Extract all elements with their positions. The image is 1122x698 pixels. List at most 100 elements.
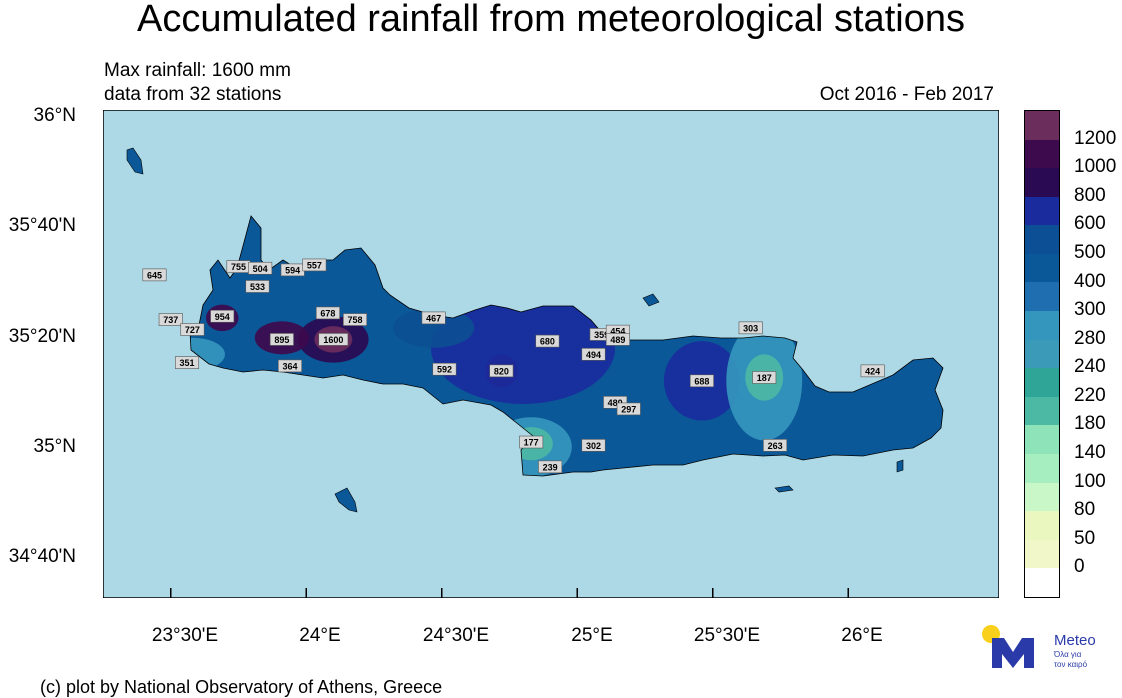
station-label: 820 (489, 364, 514, 378)
colorbar-segment (1025, 539, 1059, 569)
station-label-box (605, 333, 630, 346)
station-value: 557 (307, 260, 322, 270)
station-label-box (315, 306, 340, 320)
station-label-box (302, 258, 327, 272)
station-value: 504 (253, 264, 268, 274)
station-value: 302 (586, 441, 601, 451)
lon-label-24-30e: 24°30'E (422, 625, 490, 646)
station-label-box (519, 435, 544, 449)
colorbar-segment (1025, 482, 1059, 512)
colorbar (1024, 110, 1060, 598)
station-label-box (343, 313, 368, 326)
station-value: 364 (282, 361, 297, 371)
station-label-box (180, 323, 205, 336)
m-logo-icon (992, 638, 1034, 668)
station-value: 592 (437, 365, 452, 375)
station-label: 303 (738, 321, 763, 335)
station-label-box (581, 439, 606, 452)
station-label-box (245, 280, 270, 293)
station-label: 727 (180, 323, 205, 336)
station-value: 454 (610, 327, 625, 337)
station-value: 467 (426, 313, 441, 323)
colorbar-segment (1025, 453, 1059, 483)
lat-label-34-40n: 34°40'N (8, 546, 76, 567)
station-value: 688 (694, 376, 709, 386)
lon-label-23-30e: 23°30'E (151, 625, 219, 646)
station-value: 758 (348, 315, 363, 325)
page-title: Accumulated rainfall from meteorological… (137, 0, 965, 40)
lat-label-35-40n: 35°40'N (8, 215, 76, 236)
station-label-box (269, 333, 294, 346)
colorbar-segment (1025, 368, 1059, 397)
station-label-box (860, 364, 885, 378)
station-label: 177 (519, 435, 544, 449)
map-ticks (170, 588, 849, 598)
logo-tagline-2: τον καιρό (1054, 660, 1088, 669)
station-value: 303 (743, 323, 758, 333)
station-value: 263 (768, 441, 783, 451)
station-label-box (318, 333, 349, 346)
station-label: 424 (860, 364, 885, 378)
colorbar-segment (1025, 425, 1059, 454)
lat-label-36n: 36°N (33, 105, 76, 126)
colorbar-segment (1025, 111, 1059, 140)
station-label: 187 (752, 371, 777, 384)
station-value: 239 (543, 462, 558, 472)
station-value: 678 (320, 308, 335, 318)
station-label: 533 (245, 280, 270, 293)
station-label: 688 (689, 374, 714, 388)
gavdos-islet (126, 147, 144, 175)
station-label-box (432, 362, 457, 376)
station-label: 494 (581, 348, 606, 361)
period-label: Oct 2016 - Feb 2017 (819, 84, 994, 105)
station-label-box (616, 402, 641, 416)
colorbar-segment (1025, 253, 1059, 283)
station-value: 489 (610, 335, 625, 345)
station-label: 302 (581, 439, 606, 452)
logo-wordmark: Meteo (1054, 632, 1096, 649)
colorbar-label: 280 (1074, 327, 1106, 349)
station-label-box (175, 356, 200, 369)
rainfall-zones (190, 216, 943, 476)
station-label: 755 (226, 260, 251, 273)
station-value: 424 (865, 366, 880, 376)
colorbar-segment (1025, 568, 1059, 597)
station-label-box (538, 460, 563, 474)
station-value: 895 (274, 335, 289, 345)
station-value: 727 (185, 325, 200, 335)
colorbar-label: 1000 (1074, 156, 1117, 178)
station-label: 680 (535, 334, 560, 348)
station-label-box (142, 268, 167, 282)
station-label: 297 (616, 402, 641, 416)
colorbar-segment (1025, 225, 1059, 254)
meteo-logo (982, 625, 1034, 668)
colorbar-label: 240 (1074, 356, 1106, 378)
station-value: 820 (494, 366, 509, 376)
station-label: 737 (158, 313, 183, 326)
colorbar-label: 180 (1074, 413, 1106, 435)
station-label-box (738, 321, 763, 335)
colorbar-segment (1025, 196, 1059, 226)
stations-count-label: data from 32 stations (104, 84, 282, 105)
station-label: 557 (302, 258, 327, 272)
lon-label-26e: 26°E (841, 625, 883, 646)
dia-island (642, 293, 660, 307)
station-value: 737 (163, 315, 178, 325)
station-label: 954 (210, 309, 235, 323)
colorbar-label: 50 (1074, 527, 1096, 549)
station-label-box (248, 261, 273, 275)
station-label: 504 (248, 261, 273, 275)
station-value: 187 (757, 373, 772, 383)
lat-label-35n: 35°N (33, 436, 76, 457)
station-value: 680 (540, 337, 555, 347)
station-label: 758 (343, 313, 368, 326)
station-label: 351 (175, 356, 200, 369)
colorbar-segment (1025, 339, 1059, 369)
lon-label-24e: 24°E (299, 625, 341, 646)
colorbar-label: 0 (1074, 556, 1085, 578)
station-label-box (763, 439, 788, 452)
station-label: 239 (538, 460, 563, 474)
station-label: 1600 (318, 333, 349, 346)
station-label: 467 (421, 311, 446, 325)
station-value: 480 (608, 398, 623, 408)
